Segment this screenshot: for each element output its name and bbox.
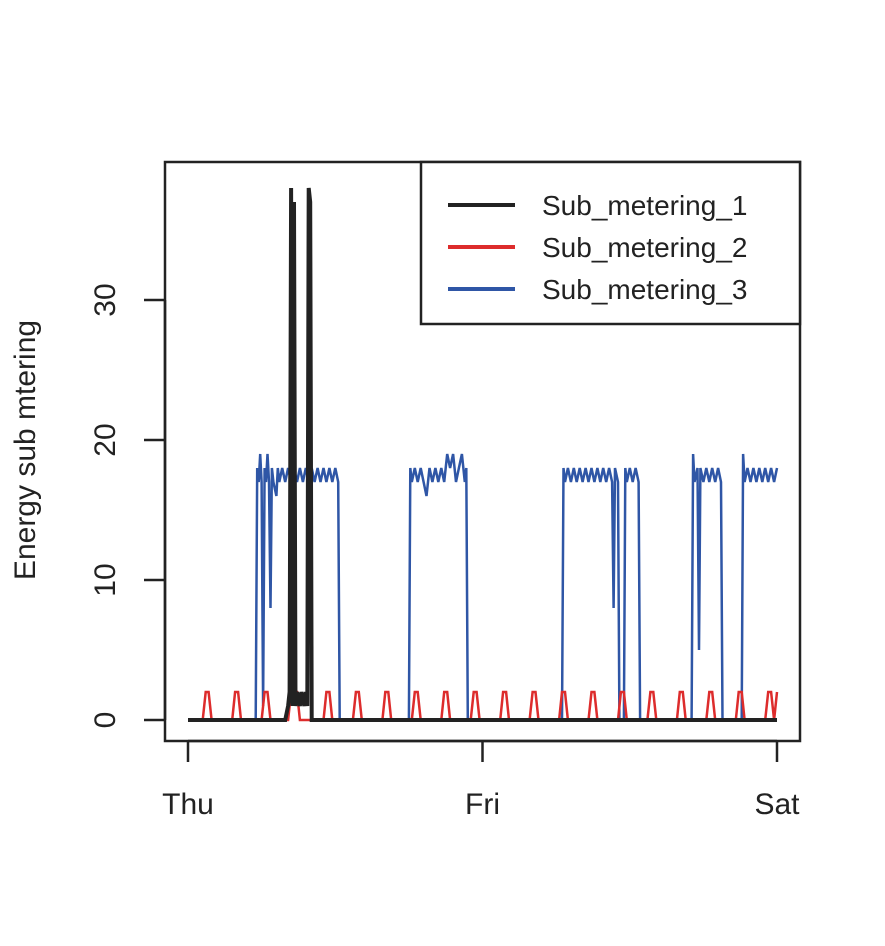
legend-entry-label: Sub_metering_1 (542, 190, 747, 221)
series-layer (188, 187, 779, 722)
y-tick-label: 30 (89, 283, 122, 316)
x-tick-label: Thu (162, 788, 214, 821)
x-tick-label: Fri (465, 788, 500, 821)
legend-box (419, 160, 802, 326)
x-axis: Thu Fri Sat (162, 739, 800, 821)
legend: Sub_metering_1 Sub_metering_2 Sub_metering… (419, 160, 802, 326)
y-axis-label: Energy sub mtering (9, 320, 42, 580)
y-axis: 0 10 20 30 (89, 283, 167, 729)
y-tick-label: 0 (89, 712, 122, 729)
series-line-sub-metering-1 (188, 187, 777, 722)
legend-entry-label: Sub_metering_2 (542, 232, 747, 263)
legend-entry-label: Sub_metering_3 (542, 274, 747, 305)
x-tick-label: Sat (754, 788, 800, 821)
y-tick-label: 10 (89, 563, 122, 596)
y-tick-label: 20 (89, 423, 122, 456)
